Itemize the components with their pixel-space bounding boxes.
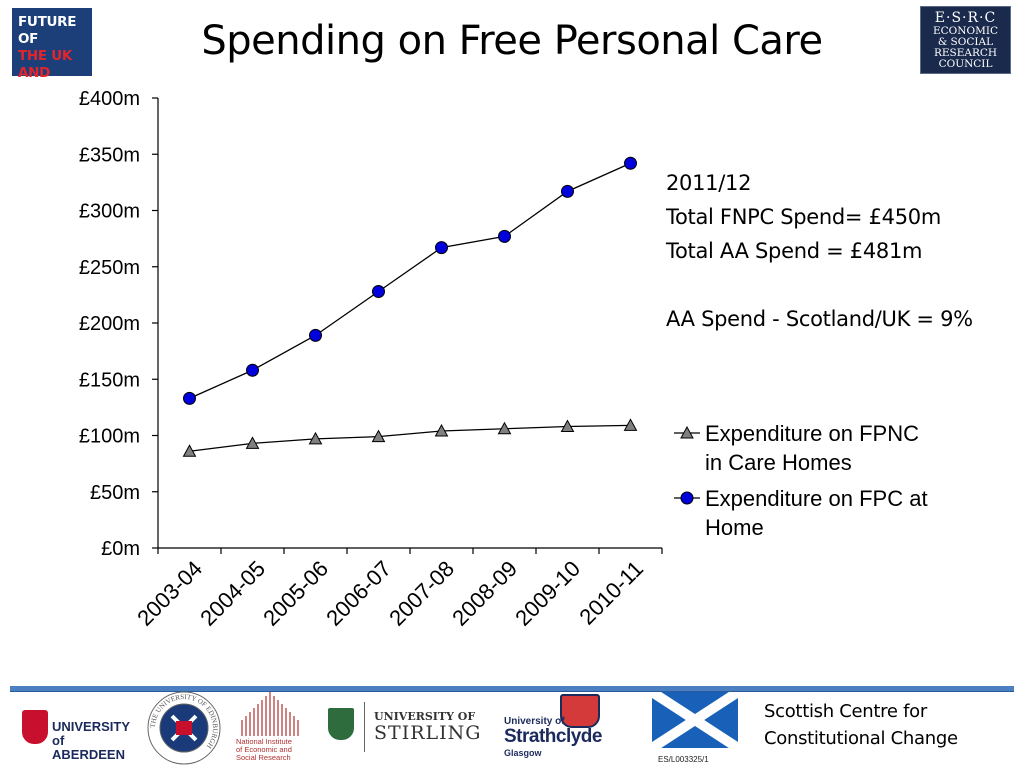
scottish-saltire-flag-icon bbox=[652, 692, 738, 748]
strathclyde-crest-icon bbox=[560, 694, 600, 728]
centre-label-line: Constitutional Change bbox=[764, 728, 958, 749]
logo-text-line: UNIVERSITY OF bbox=[374, 710, 476, 723]
series-line bbox=[189, 162, 631, 399]
data-point bbox=[245, 436, 260, 449]
legend-label: in Care Homes bbox=[705, 450, 852, 475]
scottish-centre-label: Scottish Centre for Constitutional Chang… bbox=[764, 698, 958, 752]
x-tick-label: 2010-11 bbox=[574, 556, 648, 630]
stirling-crest-icon bbox=[328, 708, 354, 740]
x-tick-label: 2004-05 bbox=[195, 556, 270, 631]
data-point bbox=[623, 418, 638, 431]
logo-text-line: of ABERDEEN bbox=[52, 733, 125, 762]
annotation-year: 2011/12 bbox=[666, 171, 752, 195]
x-tick-label: 2009-10 bbox=[510, 556, 585, 631]
data-point bbox=[246, 363, 259, 377]
logo-text-line: Glasgow bbox=[504, 748, 542, 758]
legend-label: Home bbox=[705, 515, 764, 540]
x-tick-label: 2003-04 bbox=[132, 556, 207, 631]
y-tick-label: £300m bbox=[79, 201, 140, 223]
data-point bbox=[183, 391, 196, 405]
annotation-aa-total: Total AA Spend = £481m bbox=[666, 239, 923, 263]
logo-text-line: ECONOMIC bbox=[932, 25, 999, 37]
niesr-logo: National Institute of Economic and Socia… bbox=[236, 690, 304, 766]
future-of-uk-logo: FUTURE OF THE UK AND SCOTLAND bbox=[12, 8, 98, 98]
aberdeen-logo: UNIVERSITY of ABERDEEN bbox=[22, 706, 134, 762]
data-point bbox=[371, 429, 386, 443]
data-point bbox=[309, 328, 322, 342]
y-tick-label: £50m bbox=[90, 482, 140, 504]
logo-text-line: RESEARCH bbox=[933, 47, 998, 59]
y-tick-label: £250m bbox=[79, 257, 140, 279]
logo-text-line: THE UK AND bbox=[18, 48, 73, 81]
stirling-logo: UNIVERSITY OF STIRLING bbox=[326, 702, 482, 752]
annotation-fnpc-total: Total FNPC Spend= £450m bbox=[666, 205, 942, 229]
strathclyde-logo: University of Strathclyde Glasgow bbox=[502, 694, 602, 760]
y-tick-label: £100m bbox=[79, 426, 140, 448]
data-point bbox=[182, 444, 197, 457]
edinburgh-logo: THE UNIVERSITY OF EDINBURGH bbox=[146, 690, 222, 766]
data-point bbox=[560, 419, 575, 432]
y-tick-label: £350m bbox=[79, 144, 140, 166]
data-point bbox=[435, 241, 448, 255]
y-tick-label: £150m bbox=[79, 369, 140, 391]
y-tick-label: £0m bbox=[101, 538, 140, 560]
annotation-aa-share: AA Spend - Scotland/UK = 9% bbox=[666, 307, 973, 331]
logo-text-line: of Economic and bbox=[236, 745, 292, 754]
esrc-logo: E·S·R·C ECONOMIC & SOCIAL RESEARCH COUNC… bbox=[920, 6, 1011, 74]
logo-text-line: E·S·R·C bbox=[934, 10, 997, 26]
logo-text-line: National Institute bbox=[236, 737, 292, 746]
data-point bbox=[372, 285, 385, 298]
spending-line-chart: £0m £50m £100m £150m £200m £250m £300m £350m £40… bbox=[79, 88, 928, 631]
logo-text-line: SCOTLAND bbox=[18, 82, 98, 98]
slide-title: Spending on Free Personal Care bbox=[201, 18, 823, 64]
annotation-box: 2011/12 Total FNPC Spend= £450m Total AA… bbox=[666, 166, 973, 336]
data-point bbox=[624, 156, 637, 170]
data-point bbox=[561, 184, 574, 198]
data-point bbox=[434, 423, 449, 437]
footer-divider bbox=[10, 686, 1014, 692]
logo-text-line: COUNCIL bbox=[938, 58, 993, 70]
legend-marker bbox=[680, 491, 694, 505]
y-tick-label: £200m bbox=[79, 313, 140, 335]
data-point bbox=[498, 229, 511, 243]
data-point bbox=[497, 421, 512, 435]
legend-marker bbox=[680, 425, 694, 439]
logo-text-line: FUTURE OF bbox=[18, 14, 77, 47]
logo-text-line: STIRLING bbox=[374, 722, 482, 744]
logo-text-line: & SOCIAL bbox=[937, 36, 994, 48]
x-tick-label: 2006-07 bbox=[321, 556, 396, 631]
x-tick-label: 2005-06 bbox=[258, 556, 333, 631]
logo-text-line: UNIVERSITY bbox=[52, 719, 131, 734]
reference-code: ES/L003325/1 bbox=[658, 755, 709, 764]
logo-text-line: University of bbox=[504, 716, 565, 727]
centre-label-line: Scottish Centre for bbox=[764, 701, 927, 722]
x-tick-label: 2007-08 bbox=[384, 556, 459, 631]
legend-label: Expenditure on FPC at bbox=[705, 486, 928, 511]
y-tick-label: £400m bbox=[79, 88, 140, 110]
logo-text-line: Social Research bbox=[236, 753, 291, 762]
aberdeen-crest-icon bbox=[22, 710, 48, 744]
logo-text-line: Strathclyde bbox=[504, 726, 602, 747]
legend-label: Expenditure on FPNC bbox=[705, 421, 919, 446]
series-line bbox=[189, 424, 631, 452]
x-tick-label: 2008-09 bbox=[447, 556, 522, 631]
data-point bbox=[308, 431, 323, 445]
